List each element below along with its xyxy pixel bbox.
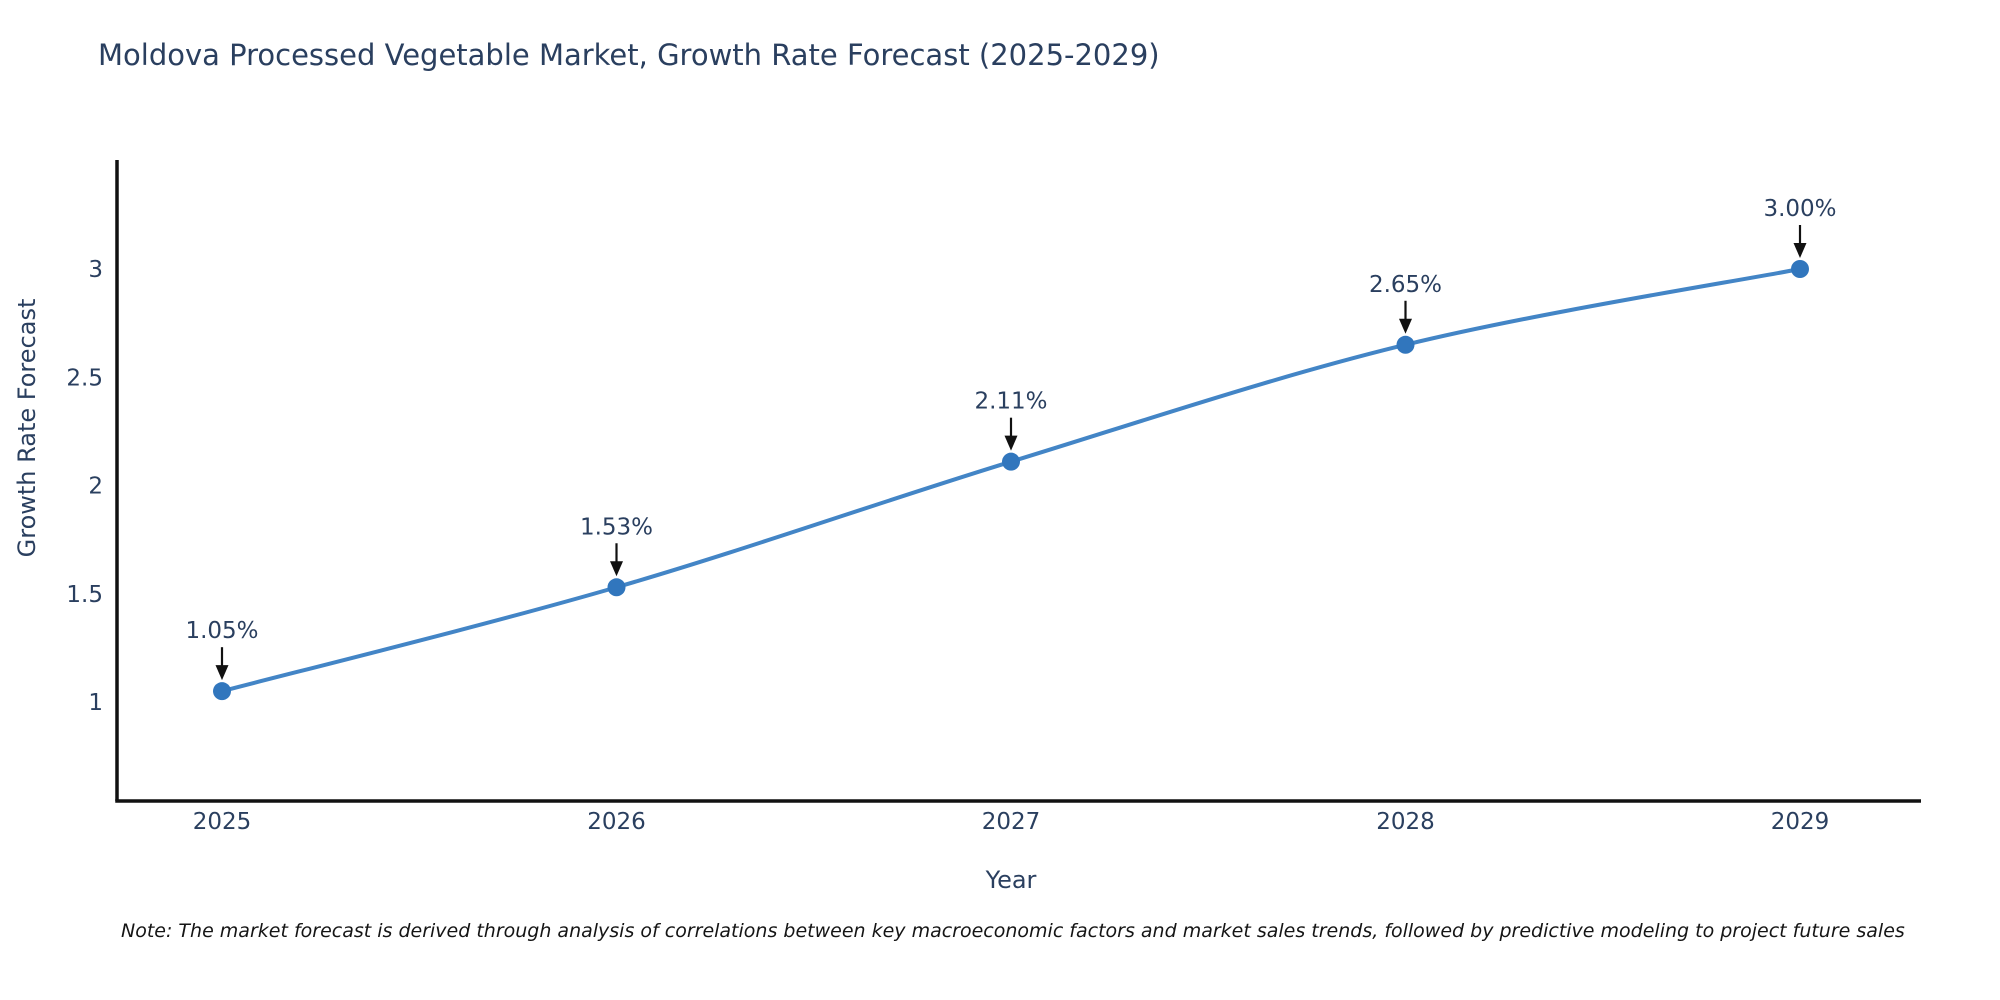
y-axis-title: Growth Rate Forecast [13, 298, 41, 558]
point-value-label: 2.11% [974, 389, 1047, 415]
annotation-arrow-head [215, 665, 229, 681]
annotation-arrow-head [1004, 435, 1018, 451]
data-point-marker [1791, 260, 1809, 278]
forecast-line [220, 267, 1802, 694]
point-value-label: 3.00% [1763, 196, 1836, 222]
data-point-marker [1002, 452, 1020, 471]
point-value-label: 1.05% [185, 618, 258, 644]
annotation-arrow-head [1793, 243, 1807, 258]
y-tick-label: 2.5 [66, 365, 103, 391]
x-tick-label: 2027 [982, 809, 1041, 835]
y-tick-label: 2 [88, 474, 103, 500]
y-tick-label: 1 [88, 690, 103, 716]
x-tick-label: 2026 [587, 809, 646, 835]
point-value-label: 2.65% [1369, 272, 1442, 298]
chart-title: Moldova Processed Vegetable Market, Grow… [98, 38, 1160, 72]
x-tick-label: 2028 [1376, 809, 1435, 835]
annotation-arrow-head [1399, 318, 1412, 334]
point-value-label: 1.53% [580, 514, 653, 540]
data-point-marker [1396, 335, 1415, 354]
x-tick-label: 2025 [193, 809, 252, 835]
x-tick-label: 2029 [1771, 809, 1830, 835]
data-point-marker [607, 578, 626, 597]
footnote: Note: The market forecast is derived thr… [121, 920, 1905, 942]
data-point-marker [213, 682, 231, 701]
annotation-arrow-head [610, 561, 623, 577]
y-tick-label: 3 [88, 257, 103, 283]
x-axis-title: Year [985, 866, 1037, 894]
y-tick-label: 1.5 [66, 582, 103, 608]
